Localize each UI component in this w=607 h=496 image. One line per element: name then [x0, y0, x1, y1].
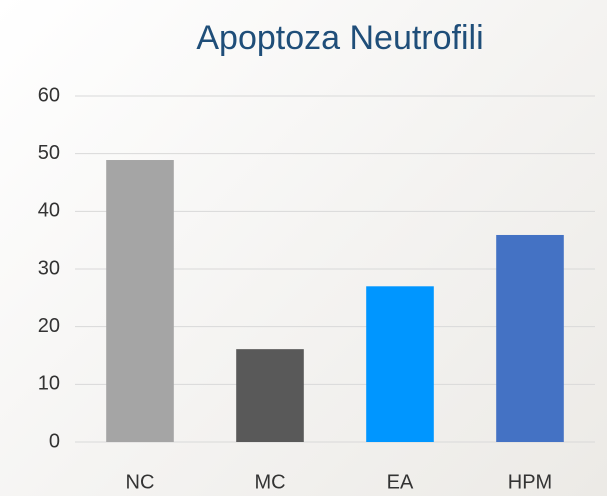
bar [366, 286, 434, 442]
bar [236, 349, 304, 442]
y-tick-label: 20 [38, 315, 60, 337]
x-tick-label: EA [387, 471, 414, 493]
y-tick-label: 30 [38, 257, 60, 279]
y-tick-label: 50 [38, 142, 60, 164]
y-tick-label: 0 [49, 430, 60, 452]
x-tick-label: MC [254, 471, 285, 493]
bar [106, 160, 174, 442]
x-tick-label: NC [126, 471, 155, 493]
y-tick-label: 40 [38, 200, 60, 222]
y-tick-label: 10 [38, 373, 60, 395]
chart-title: Apoptoza Neutrofili [196, 19, 483, 57]
y-tick-label: 60 [38, 84, 60, 106]
x-tick-label: HPM [508, 471, 552, 493]
bar [496, 234, 564, 442]
